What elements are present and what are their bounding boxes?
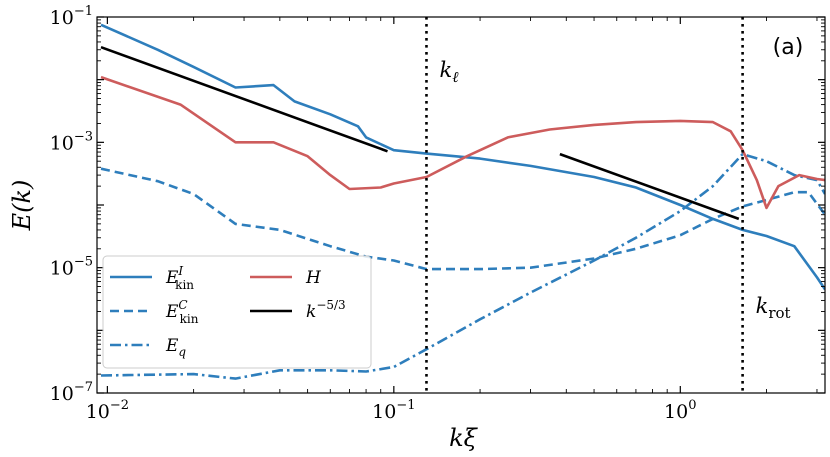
legend-label-h: H — [305, 268, 322, 288]
plot-frame — [96, 16, 826, 394]
y-tick-label: 10−5 — [50, 255, 93, 280]
legend-box — [102, 255, 372, 369]
series-line-e-q — [100, 152, 825, 380]
series-line-k-5-3-right — [559, 152, 740, 221]
x-tick-label: 10−1 — [372, 398, 415, 423]
series-line-h — [100, 75, 825, 210]
series-line-k-5-3-left — [100, 45, 388, 153]
panel-label: (a) — [773, 35, 804, 60]
y-axis-label: E(k) — [8, 180, 36, 232]
x-tick-label: 100 — [664, 398, 696, 423]
x-tick-label: 10−2 — [86, 398, 129, 423]
series-layer — [100, 23, 825, 380]
series-line-e-kin-i — [100, 23, 825, 291]
legend: EI kin HEC kin k−5/3Eq — [102, 255, 372, 369]
legend-label-e-kin-c: EC kin — [165, 298, 199, 326]
y-tick-label: 10−1 — [50, 4, 93, 29]
series-line-e-kin-c — [100, 167, 825, 271]
x-axis-label: kξ — [449, 424, 479, 452]
y-tick-label: 10−3 — [50, 129, 93, 154]
